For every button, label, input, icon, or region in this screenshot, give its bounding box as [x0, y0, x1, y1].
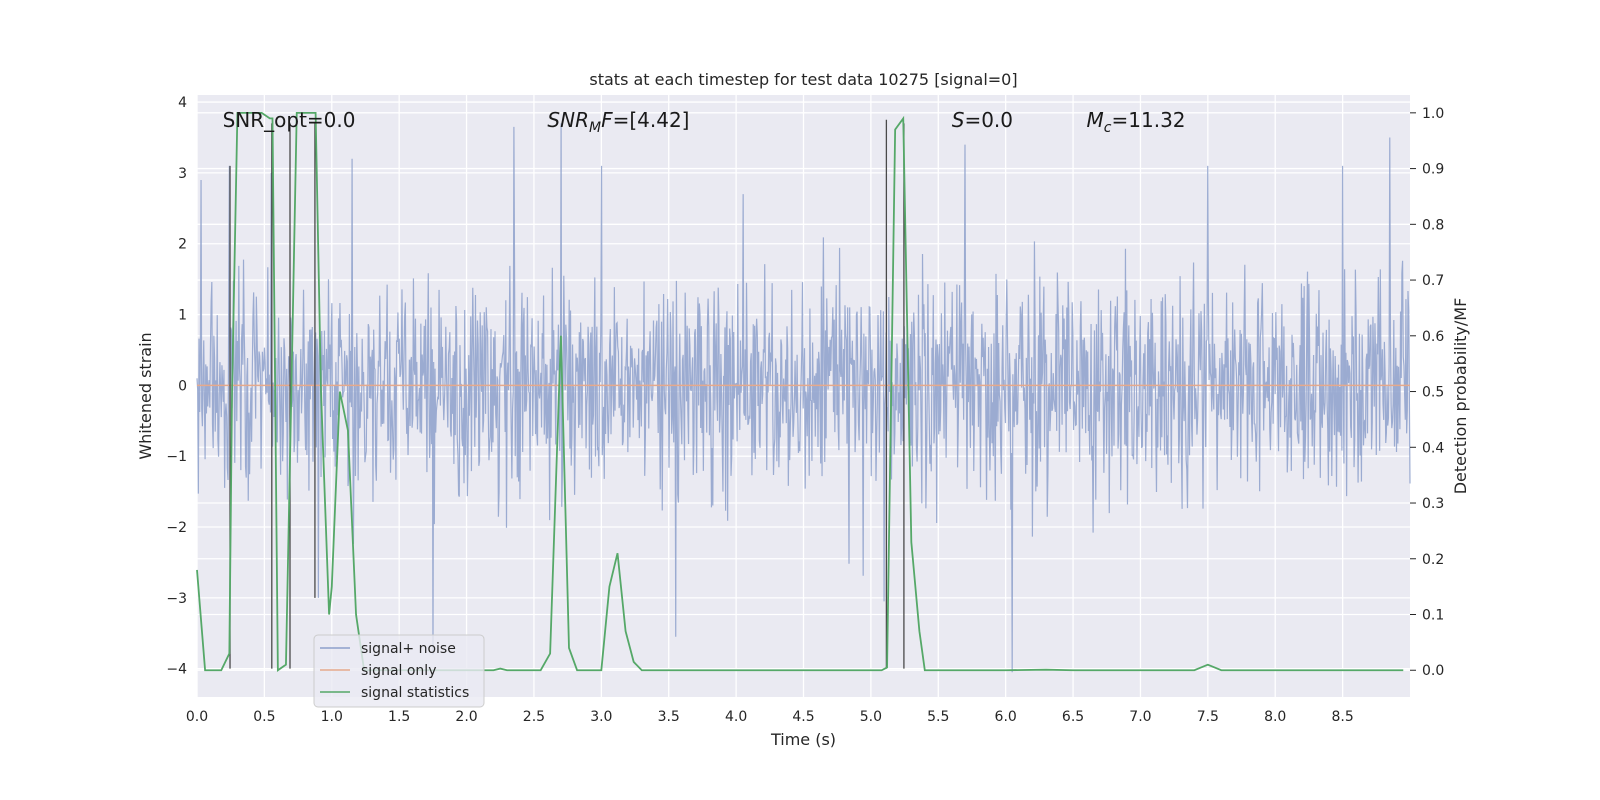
legend-label-signal-statistics: signal statistics — [361, 685, 469, 701]
x-tick-label: 2.5 — [523, 709, 545, 725]
legend-box — [313, 634, 485, 708]
y-tick-label: 0 — [178, 378, 187, 394]
legend: signal+ noise signal only signal statist… — [313, 634, 485, 708]
y-right-tick-label: 0.3 — [1422, 496, 1444, 512]
y-right-tick-label: 0.6 — [1422, 329, 1444, 345]
annotation-snr-mf-sub: M — [589, 120, 601, 136]
series-signal-statistics — [196, 111, 1404, 672]
y-right-tick-label: 0.1 — [1422, 608, 1444, 624]
annotation-snr-mf-prefix: SNR — [547, 108, 589, 132]
x-tick-label: 1.5 — [388, 709, 410, 725]
annotation-s-stat: S=0.0 — [952, 108, 1013, 132]
annotation-snr-mf-value: =[4.42] — [613, 108, 690, 132]
chart-title: stats at each timestep for test data 102… — [589, 70, 1017, 89]
y-axis-right-ticks: 0.0 0.1 0.2 0.3 0.4 0.5 0.6 0.7 0.8 0.9 1.0 — [1410, 106, 1444, 679]
y-tick-label: 1 — [178, 308, 187, 324]
series-signal-plus-noise — [196, 123, 1411, 673]
y-right-tick-label: 0.0 — [1422, 663, 1444, 679]
legend-label-signal-only: signal only — [361, 663, 436, 679]
x-tick-label: 1.0 — [321, 709, 343, 725]
x-tick-label: 4.5 — [792, 709, 814, 725]
x-tick-label: 6.0 — [995, 709, 1017, 725]
y-tick-label: 4 — [178, 95, 187, 111]
x-tick-label: 3.0 — [590, 709, 612, 725]
x-tick-label: 2.0 — [455, 709, 477, 725]
x-axis-ticks: 0.0 0.5 1.0 1.5 2.0 2.5 3.0 3.5 4.0 4.5 5.0 5.5 6.0 6… — [186, 709, 1354, 725]
annotation-mc-prefix: M — [1087, 108, 1104, 132]
x-axis-label: Time (s) — [770, 730, 836, 749]
y-axis-right-label: Detection probability/MF — [1451, 298, 1470, 495]
annotation-mc-value: =11.32 — [1112, 108, 1186, 132]
y-right-tick-label: 0.4 — [1422, 440, 1444, 456]
annotation-s-stat-value: =0.0 — [964, 108, 1013, 132]
y-right-tick-label: 0.5 — [1422, 385, 1444, 401]
noise-trace — [196, 123, 1411, 673]
y-tick-label: −1 — [166, 449, 187, 465]
y-tick-label: −3 — [166, 591, 187, 607]
x-tick-label: 5.0 — [860, 709, 882, 725]
legend-label-signal-plus-noise: signal+ noise — [361, 641, 456, 657]
y-tick-label: 3 — [178, 166, 187, 182]
y-right-tick-label: 0.7 — [1422, 273, 1444, 289]
y-right-tick-label: 0.8 — [1422, 217, 1444, 233]
annotation-snr-opt: SNR_opt=0.0 — [223, 108, 356, 132]
vertical-markers — [229, 119, 905, 669]
x-tick-label: 7.0 — [1129, 709, 1151, 725]
x-tick-label: 0.0 — [186, 709, 208, 725]
y-right-tick-label: 1.0 — [1422, 106, 1444, 122]
annotation-s-stat-prefix: S — [952, 108, 965, 132]
y-tick-label: 2 — [178, 237, 187, 253]
y-tick-label: −2 — [166, 520, 187, 536]
x-tick-label: 4.0 — [725, 709, 747, 725]
y-tick-label: −4 — [166, 662, 187, 678]
signal-statistics-trace — [196, 111, 1404, 672]
x-tick-label: 0.5 — [253, 709, 275, 725]
y-right-tick-label: 0.9 — [1422, 162, 1444, 178]
annotation-mc-sub: c — [1104, 120, 1112, 136]
y-axis-ticks: −4 −3 −2 −1 0 1 2 3 4 — [166, 95, 187, 678]
x-tick-label: 7.5 — [1197, 709, 1219, 725]
annotation-snr-mf: SNRMF=[4.42] — [547, 108, 689, 136]
x-tick-label: 8.5 — [1331, 709, 1353, 725]
x-tick-label: 6.5 — [1062, 709, 1084, 725]
annotation-mc: Mc=11.32 — [1087, 108, 1186, 136]
x-tick-label: 8.0 — [1264, 709, 1286, 725]
x-tick-label: 5.5 — [927, 709, 949, 725]
y-right-tick-label: 0.2 — [1422, 552, 1444, 568]
annotation-snr-mf-mid: F — [601, 108, 613, 132]
y-axis-label: Whitened strain — [136, 332, 155, 459]
x-tick-label: 3.5 — [658, 709, 680, 725]
